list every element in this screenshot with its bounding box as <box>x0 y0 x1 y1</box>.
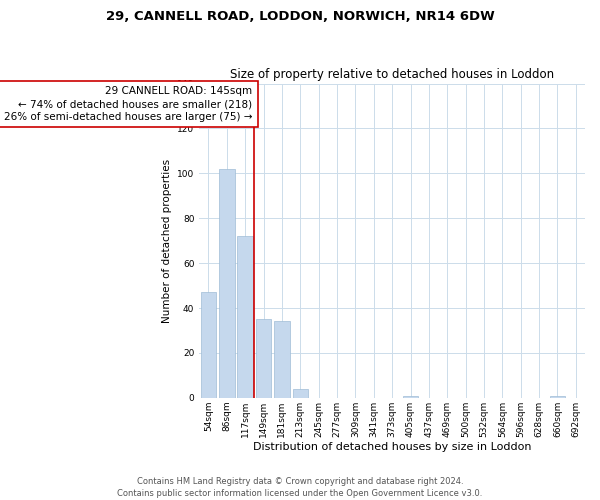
Text: Contains HM Land Registry data © Crown copyright and database right 2024.
Contai: Contains HM Land Registry data © Crown c… <box>118 476 482 498</box>
Bar <box>403 396 418 398</box>
Text: 29, CANNELL ROAD, LODDON, NORWICH, NR14 6DW: 29, CANNELL ROAD, LODDON, NORWICH, NR14 … <box>106 10 494 23</box>
X-axis label: Distribution of detached houses by size in Loddon: Distribution of detached houses by size … <box>253 442 532 452</box>
Bar <box>293 389 308 398</box>
Bar <box>550 396 565 398</box>
Bar <box>256 319 271 398</box>
Bar <box>274 322 290 398</box>
Bar <box>238 236 253 398</box>
Text: 29 CANNELL ROAD: 145sqm
← 74% of detached houses are smaller (218)
26% of semi-d: 29 CANNELL ROAD: 145sqm ← 74% of detache… <box>4 86 253 122</box>
Bar <box>219 169 235 398</box>
Title: Size of property relative to detached houses in Loddon: Size of property relative to detached ho… <box>230 68 554 81</box>
Y-axis label: Number of detached properties: Number of detached properties <box>161 158 172 322</box>
Bar <box>200 292 216 398</box>
